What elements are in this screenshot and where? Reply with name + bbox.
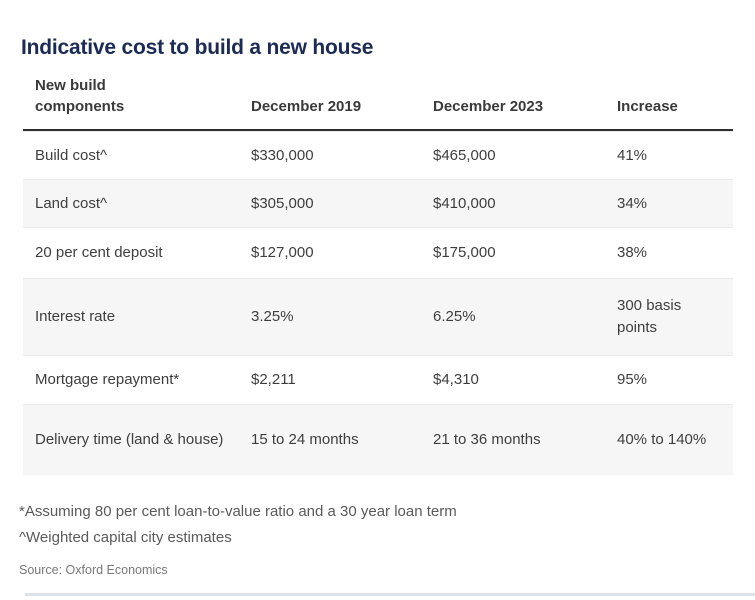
table-row-interest-rate: Interest rate 3.25% 6.25% 300 basis poin… <box>23 278 733 355</box>
cell-dec-2019: 15 to 24 months <box>251 431 359 449</box>
cell-increase: 95% <box>617 371 648 389</box>
cell-dec-2019: $127,000 <box>251 244 314 262</box>
cell-dec-2023: $4,310 <box>433 371 479 389</box>
table-row-delivery-time: Delivery time (land & house) 15 to 24 mo… <box>23 404 733 475</box>
row-label: Build cost^ <box>35 146 108 164</box>
cell-dec-2023: 6.25% <box>433 308 476 326</box>
footnotes: *Assuming 80 per cent loan-to-value rati… <box>19 499 457 551</box>
cell-dec-2019: $330,000 <box>251 146 314 164</box>
cell-increase: 40% to 140% <box>617 431 707 449</box>
cost-table: New build components December 2019 Decem… <box>23 63 733 475</box>
column-header-increase: Increase <box>617 98 678 115</box>
cell-dec-2023: 21 to 36 months <box>433 431 541 449</box>
table-row-land-cost: Land cost^ $305,000 $410,000 34% <box>23 179 733 227</box>
cell-dec-2023: $175,000 <box>433 244 496 262</box>
column-header-dec-2019: December 2019 <box>251 98 362 115</box>
table-row-mortgage-repayment: Mortgage repayment* $2,211 $4,310 95% <box>23 355 733 404</box>
row-label: Interest rate <box>35 308 116 326</box>
cell-dec-2019: 3.25% <box>251 308 294 326</box>
cell-increase: 300 basis points <box>617 297 682 336</box>
source-attribution: Source: Oxford Economics <box>19 563 168 577</box>
cell-increase: 34% <box>617 194 648 212</box>
table-header-row: New build components December 2019 Decem… <box>23 63 733 131</box>
row-label: Mortgage repayment* <box>35 371 180 389</box>
footnote-loan-assumption: *Assuming 80 per cent loan-to-value rati… <box>19 503 457 520</box>
column-header-components: New build components <box>23 75 239 129</box>
column-header-dec-2023: December 2023 <box>433 98 544 115</box>
row-label: 20 per cent deposit <box>35 244 163 262</box>
table-row-deposit: 20 per cent deposit $127,000 $175,000 38… <box>23 227 733 278</box>
row-label: Land cost^ <box>35 194 108 212</box>
cell-dec-2019: $2,211 <box>251 371 296 389</box>
table-row-build-cost: Build cost^ $330,000 $465,000 41% <box>23 131 733 179</box>
cell-increase: 41% <box>617 146 648 164</box>
row-label: Delivery time (land & house) <box>35 431 224 449</box>
cell-dec-2023: $465,000 <box>433 146 496 164</box>
bottom-divider <box>25 593 755 596</box>
page-title: Indicative cost to build a new house <box>21 36 374 60</box>
cell-dec-2023: $410,000 <box>433 194 496 212</box>
cell-dec-2019: $305,000 <box>251 194 314 212</box>
cell-increase: 38% <box>617 244 648 262</box>
column-header-label: New build components <box>35 77 125 115</box>
footnote-weighted-estimates: ^Weighted capital city estimates <box>19 529 232 546</box>
